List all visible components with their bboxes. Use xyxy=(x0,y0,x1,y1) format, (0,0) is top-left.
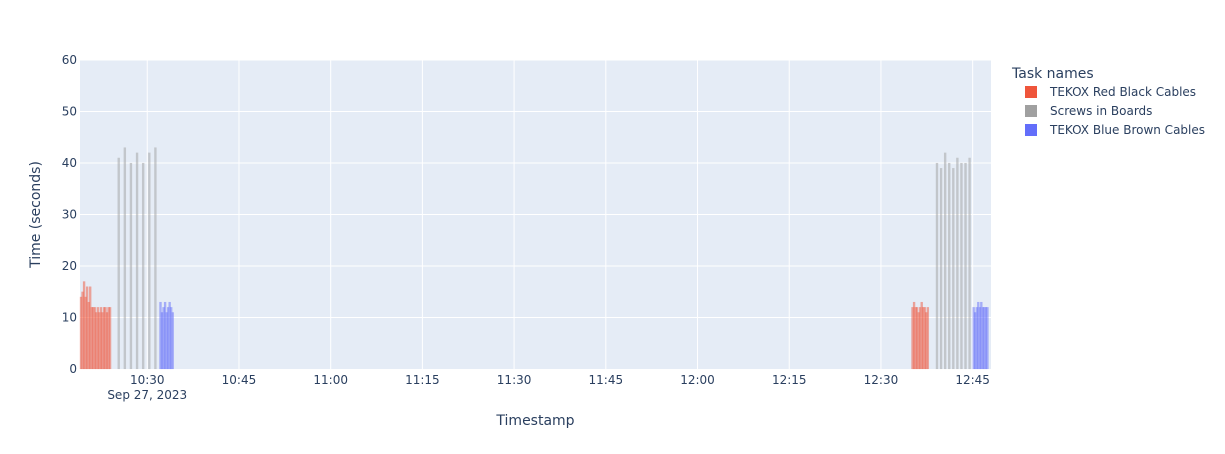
bar[interactable] xyxy=(123,147,127,370)
legend[interactable]: Task names TEKOX Red Black Cables Screws … xyxy=(1011,66,1205,137)
x-tick-label: 10:30 xyxy=(130,373,165,387)
y-tick-label: 60 xyxy=(62,53,77,67)
y-axis-ticks: 0 10 20 30 40 50 60 xyxy=(62,53,77,376)
legend-item[interactable]: TEKOX Red Black Cables xyxy=(1025,85,1196,99)
bar[interactable] xyxy=(935,162,939,370)
legend-label: TEKOX Blue Brown Cables xyxy=(1049,123,1205,137)
bar[interactable] xyxy=(964,162,967,370)
x-tick-label: 12:45 xyxy=(955,373,990,387)
y-tick-label: 10 xyxy=(62,311,77,325)
legend-swatch xyxy=(1025,124,1037,136)
bar[interactable] xyxy=(135,152,139,370)
bar[interactable] xyxy=(943,152,947,370)
x-tick-label: 11:45 xyxy=(589,373,624,387)
bar[interactable] xyxy=(171,312,174,370)
bar[interactable] xyxy=(968,157,971,370)
bar[interactable] xyxy=(108,307,112,370)
bar[interactable] xyxy=(129,162,133,370)
x-tick-label: 10:45 xyxy=(222,373,257,387)
bar[interactable] xyxy=(154,147,157,370)
x-tick-date-label: Sep 27, 2023 xyxy=(107,388,187,402)
bar[interactable] xyxy=(148,152,151,370)
bar[interactable] xyxy=(117,157,120,370)
x-tick-label: 11:00 xyxy=(313,373,348,387)
x-tick-label: 12:30 xyxy=(864,373,899,387)
bar[interactable] xyxy=(952,167,955,370)
x-tick-label: 12:00 xyxy=(680,373,715,387)
x-tick-label: 12:15 xyxy=(772,373,807,387)
legend-items[interactable]: TEKOX Red Black Cables Screws in Boards TE… xyxy=(1025,85,1205,137)
bar[interactable] xyxy=(956,157,959,370)
bar[interactable] xyxy=(939,167,943,370)
y-tick-label: 0 xyxy=(69,362,77,376)
bars xyxy=(79,147,989,370)
y-axis-title: Time (seconds) xyxy=(28,161,44,269)
y-tick-label: 20 xyxy=(62,259,77,273)
gridlines xyxy=(80,59,991,369)
legend-label: Screws in Boards xyxy=(1050,104,1152,118)
x-axis-title: Timestamp xyxy=(495,413,574,429)
bar[interactable] xyxy=(947,162,951,370)
legend-swatch xyxy=(1025,105,1037,117)
x-tick-label: 11:15 xyxy=(405,373,440,387)
legend-item[interactable]: Screws in Boards xyxy=(1025,104,1152,118)
legend-title: Task names xyxy=(1011,66,1094,82)
y-tick-label: 30 xyxy=(62,208,77,222)
y-tick-label: 50 xyxy=(62,105,77,119)
y-tick-label: 40 xyxy=(62,156,77,170)
bar[interactable] xyxy=(926,307,930,370)
x-tick-label: 11:30 xyxy=(497,373,532,387)
legend-label: TEKOX Red Black Cables xyxy=(1049,85,1196,99)
bar[interactable] xyxy=(960,162,963,370)
legend-item[interactable]: TEKOX Blue Brown Cables xyxy=(1025,123,1205,137)
legend-swatch xyxy=(1025,86,1037,98)
bar[interactable] xyxy=(986,307,989,370)
bar[interactable] xyxy=(141,162,145,370)
